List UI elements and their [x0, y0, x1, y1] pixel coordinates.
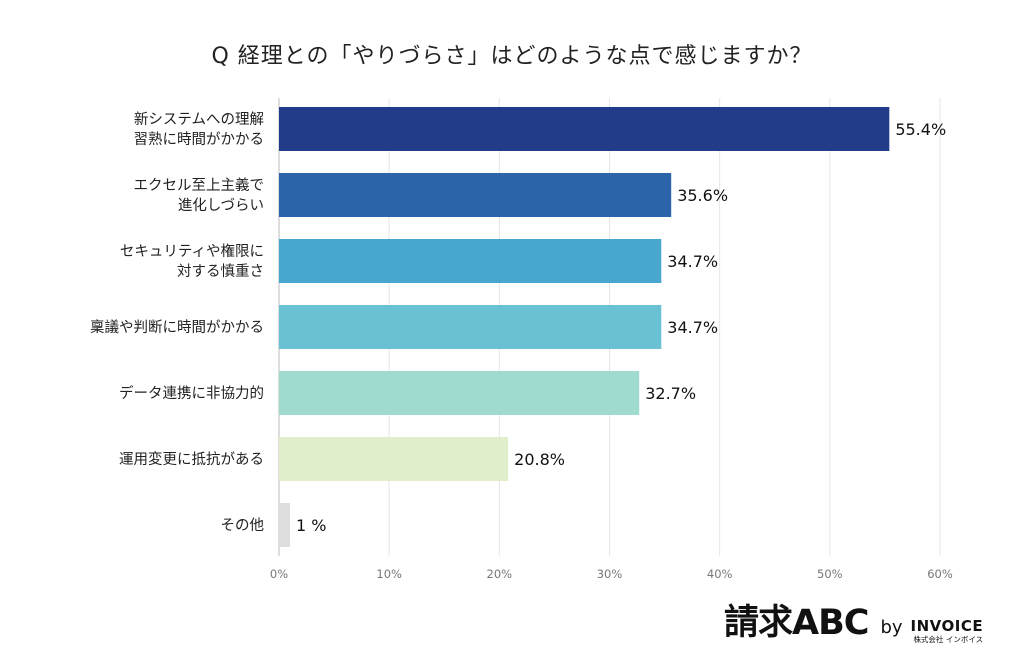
category-label-line: 進化しづらい — [178, 197, 264, 214]
category-label: データ連携に非協力的 — [119, 384, 264, 402]
category-label-line: その他 — [221, 517, 265, 534]
category-label: セキュリティや権限に対する慎重さ — [120, 243, 264, 280]
x-tick-label: 20% — [487, 567, 513, 581]
category-label: その他 — [221, 517, 265, 534]
logo-brand: 請求ABC — [724, 603, 869, 643]
category-label-line: 運用変更に抵抗がある — [119, 451, 264, 468]
value-label: 34.7% — [667, 252, 718, 271]
value-labels: 55.4% 35.6% 34.7% 34.7% 32.7% 20.8% 1 % — [296, 120, 946, 535]
value-label: 35.6% — [677, 186, 728, 205]
x-tick-labels: 0% 10% 20% 30% 40% 50% 60% — [270, 567, 953, 581]
logo-by: by — [880, 617, 903, 638]
category-label-line: エクセル至上主義で — [134, 177, 265, 194]
category-label: エクセル至上主義で進化しづらい — [134, 177, 265, 214]
bar — [279, 239, 662, 283]
value-label: 1 % — [296, 516, 326, 535]
bars — [279, 107, 890, 547]
category-label: 新システムへの理解習熟に時間がかかる — [134, 111, 265, 148]
category-label-line: セキュリティや権限に — [120, 243, 264, 260]
x-tick-label: 50% — [817, 567, 843, 581]
logo-company: INVOICE 株式会社 インボイス — [910, 616, 984, 644]
x-tick-label: 0% — [270, 567, 288, 581]
bar — [279, 305, 662, 349]
category-label: 稟議や判断に時間がかかる — [90, 318, 264, 336]
category-label-line: 対する慎重さ — [177, 263, 264, 280]
value-label: 34.7% — [667, 318, 718, 337]
category-labels: 新システムへの理解習熟に時間がかかるエクセル至上主義で進化しづらいセキュリティや… — [90, 111, 264, 534]
x-tick-label: 10% — [376, 567, 402, 581]
brand-logo: 請求ABC by INVOICE 株式会社 インボイス — [724, 599, 983, 643]
chart-title: Q 経理との「やりづらさ」はどのような点で感じますか？ — [211, 44, 813, 69]
bar — [279, 371, 640, 415]
logo-company-name: INVOICE — [910, 616, 984, 635]
logo-company-sub: 株式会社 インボイス — [913, 634, 984, 644]
bar — [279, 503, 291, 547]
category-label: 運用変更に抵抗がある — [119, 451, 264, 468]
category-label-line: 習熟に時間がかかる — [134, 131, 265, 148]
value-label: 20.8% — [514, 450, 565, 469]
x-tick-label: 60% — [927, 567, 953, 581]
bar — [279, 437, 509, 481]
x-tick-label: 40% — [707, 567, 733, 581]
category-label-line: データ連携に非協力的 — [119, 384, 264, 402]
value-label: 55.4% — [895, 120, 946, 139]
category-label-line: 稟議や判断に時間がかかる — [90, 318, 264, 336]
category-label-line: 新システムへの理解 — [134, 111, 264, 128]
value-label: 32.7% — [645, 384, 696, 403]
bar — [279, 107, 890, 151]
x-tick-label: 30% — [597, 567, 623, 581]
bar — [279, 173, 672, 217]
